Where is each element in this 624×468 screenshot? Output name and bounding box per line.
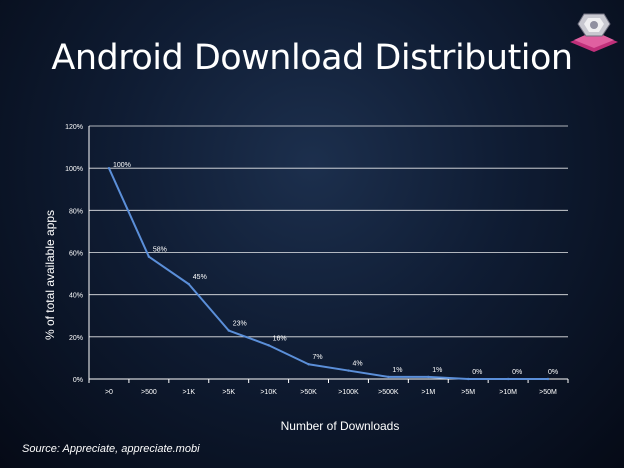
data-label: 0% [512,369,522,376]
data-point [307,363,310,366]
data-point [546,377,550,381]
y-tick-label: 80% [69,208,83,215]
x-tick-label: >5M [461,389,475,396]
y-tick-label: 0% [73,377,83,384]
y-tick-label: 20% [69,335,83,342]
data-label: 0% [472,369,482,376]
data-label: 23% [233,321,247,328]
y-tick-label: 40% [69,293,83,300]
data-label: 0% [548,369,558,376]
x-tick-label: >1M [421,389,435,396]
data-point [427,375,430,379]
data-point [147,255,151,258]
series-line [108,167,549,380]
y-tick-label: 100% [65,166,83,173]
data-point [187,282,190,286]
data-label: 7% [313,354,323,361]
data-point [227,329,230,332]
data-point [107,166,111,170]
data-point [387,375,390,379]
x-tick-label: >0 [105,389,113,396]
data-label: 16% [273,335,287,342]
slide-title: Android Download Distribution [51,38,573,78]
x-tick-label: >10M [499,389,517,396]
y-tick-label: 120% [65,124,83,131]
x-tick-label: >500K [378,389,399,396]
data-label: 45% [193,274,207,281]
x-tick-label: >1K [182,389,195,396]
x-tick-label: >5K [222,389,235,396]
data-label: 1% [392,367,402,374]
x-tick-label: >500 [141,389,157,396]
x-tick-label: >10K [260,389,277,396]
x-tick-label: >50K [300,389,317,396]
x-tick-label: >100K [338,389,359,396]
data-label: 1% [432,367,442,374]
data-label: 4% [352,361,362,368]
source-note: Source: Appreciate, appreciate.mobi [22,443,200,455]
x-axis-label: Number of Downloads [280,419,400,433]
data-label: 58% [153,247,167,254]
data-point [506,377,510,381]
data-point [467,377,470,381]
y-tick-label: 60% [69,251,83,258]
pink-cushion-gem-icon [570,13,618,52]
y-axis-label: % of total available apps [43,209,57,341]
data-label: 100% [113,162,131,169]
data-point [347,369,350,372]
data-point [267,344,270,347]
x-tick-label: >50M [539,389,557,396]
